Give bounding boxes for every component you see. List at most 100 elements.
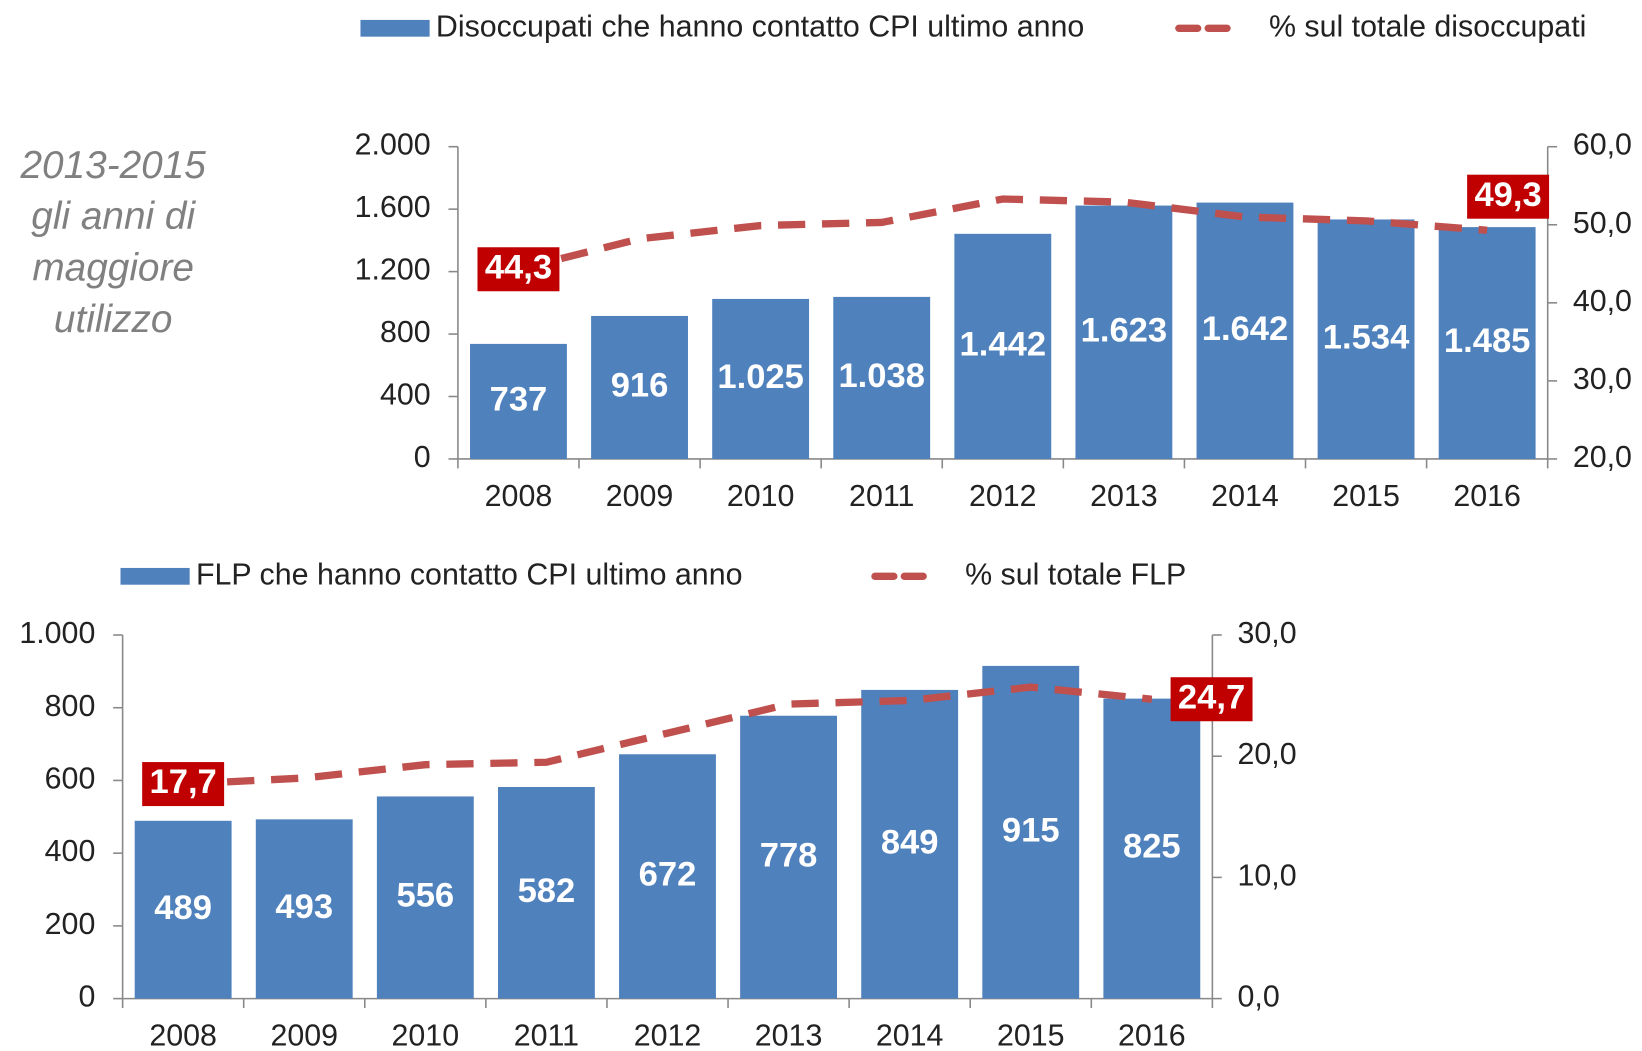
bar [740, 715, 838, 999]
x-tick-label: 2011 [849, 479, 914, 513]
legend: Disoccupati che hanno contatto CPI ultim… [360, 9, 1586, 43]
y2-tick-label: 0,0 [1238, 980, 1280, 1014]
bar [1103, 698, 1201, 999]
bar [470, 343, 567, 459]
legend-swatch [120, 567, 190, 585]
y-tick-label: 1.200 [355, 253, 431, 287]
x-tick-label: 2013 [1090, 479, 1158, 513]
bar-label: 1.485 [1444, 322, 1531, 360]
bar [255, 819, 353, 999]
annotation: 2013-2015 [19, 144, 206, 187]
bar-series: 737 916 1.025 1.038 1.442 1.623 1.642 1.534 1.48… [470, 202, 1536, 459]
x-tick-label: 2015 [1332, 479, 1400, 513]
line-label-box [1467, 174, 1550, 219]
line-label: 17,7 [150, 763, 217, 801]
line-label: 49,3 [1474, 176, 1541, 214]
bar-label: 916 [611, 367, 669, 405]
bar [1075, 205, 1173, 459]
bar-label: 1.025 [717, 358, 804, 396]
x-tick-label: 2014 [1211, 479, 1279, 513]
bar [497, 786, 595, 999]
y-tick-label: 800 [45, 689, 96, 723]
y-tick-label: 1.000 [19, 616, 95, 650]
x-tick-label: 2010 [727, 479, 795, 513]
x-tick-label: 2014 [876, 1018, 944, 1051]
line [182, 683, 1153, 788]
bar-label: 1.623 [1081, 311, 1168, 349]
bar [982, 665, 1080, 999]
bar-label: 489 [154, 889, 212, 927]
y2-tick-label: 30,0 [1238, 616, 1297, 650]
y2-tick-label: 40,0 [1573, 284, 1632, 318]
bar [376, 796, 474, 999]
legend-swatch [360, 19, 430, 37]
legend-label: Disoccupati che hanno contatto CPI ultim… [436, 9, 1084, 43]
bar [712, 298, 810, 459]
y-tick-label: 0 [78, 980, 95, 1014]
y2-tick-label: 30,0 [1573, 362, 1632, 396]
bar-label: 825 [1123, 828, 1181, 866]
y2-tick-label: 20,0 [1238, 737, 1297, 771]
bar-label: 493 [275, 888, 333, 926]
x-tick-label: 2010 [392, 1018, 460, 1051]
line-label-box [477, 247, 560, 292]
y-tick-label: 600 [45, 761, 96, 795]
x-tick-label: 2012 [969, 479, 1037, 513]
bar [1317, 219, 1415, 459]
y2-tick-label: 10,0 [1238, 858, 1297, 892]
bar [591, 315, 688, 459]
x-tick-label: 2012 [634, 1018, 702, 1051]
legend: FLP che hanno contatto CPI ultimo anno % … [120, 557, 1186, 591]
bar-label: 1.442 [960, 326, 1047, 364]
x-tick-label: 2016 [1118, 1018, 1186, 1051]
y-tick-label: 2.000 [355, 128, 431, 162]
bar-label: 1.642 [1202, 310, 1289, 348]
annotation: utilizzo [54, 298, 173, 341]
bar [619, 754, 716, 999]
line-label-box [1170, 677, 1253, 722]
y-tick-label: 400 [45, 834, 96, 868]
bar-label: 849 [881, 823, 939, 861]
y2-tick-label: 20,0 [1573, 440, 1632, 474]
line-label: 44,3 [485, 248, 552, 286]
x-tick-label: 2009 [606, 479, 674, 513]
x-tick-label: 2008 [149, 1018, 217, 1051]
legend-label: % sul totale FLP [965, 557, 1186, 591]
x-tick-label: 2016 [1453, 479, 1521, 513]
y2-tick-label: 50,0 [1573, 206, 1632, 240]
bar [833, 296, 931, 459]
bar-series: 489 493 556 582 672 778 849 915 825 [134, 665, 1201, 999]
x-tick-label: 2015 [997, 1018, 1065, 1051]
legend-label: % sul totale disoccupati [1269, 9, 1586, 43]
annotation: gli anni di [31, 195, 196, 238]
bar-label: 672 [639, 856, 697, 894]
bar [954, 233, 1052, 459]
line [517, 195, 1488, 273]
bar [134, 820, 232, 999]
y-tick-label: 1.600 [355, 190, 431, 224]
bar [861, 689, 959, 999]
annotation: maggiore [32, 247, 194, 290]
line-label: 24,7 [1178, 678, 1245, 716]
bar-label: 556 [396, 877, 454, 915]
y-tick-label: 200 [45, 907, 96, 941]
bar-label: 915 [1002, 811, 1060, 849]
bar-label: 778 [760, 836, 818, 874]
line-label-box [142, 762, 225, 807]
bar-label: 737 [490, 381, 548, 419]
y2-tick-label: 60,0 [1573, 128, 1632, 162]
y-tick-label: 400 [380, 378, 431, 412]
bar-label: 582 [518, 872, 576, 910]
x-tick-label: 2011 [514, 1018, 579, 1051]
bar [1196, 202, 1294, 459]
x-tick-label: 2008 [485, 479, 553, 513]
bar-label: 1.534 [1323, 318, 1410, 356]
y-tick-label: 800 [380, 315, 431, 349]
x-tick-label: 2013 [755, 1018, 823, 1051]
x-tick-label: 2009 [270, 1018, 338, 1051]
bar [1438, 227, 1536, 459]
y-tick-label: 0 [414, 440, 431, 474]
legend-label: FLP che hanno contatto CPI ultimo anno [196, 557, 743, 591]
bar-label: 1.038 [838, 357, 925, 395]
